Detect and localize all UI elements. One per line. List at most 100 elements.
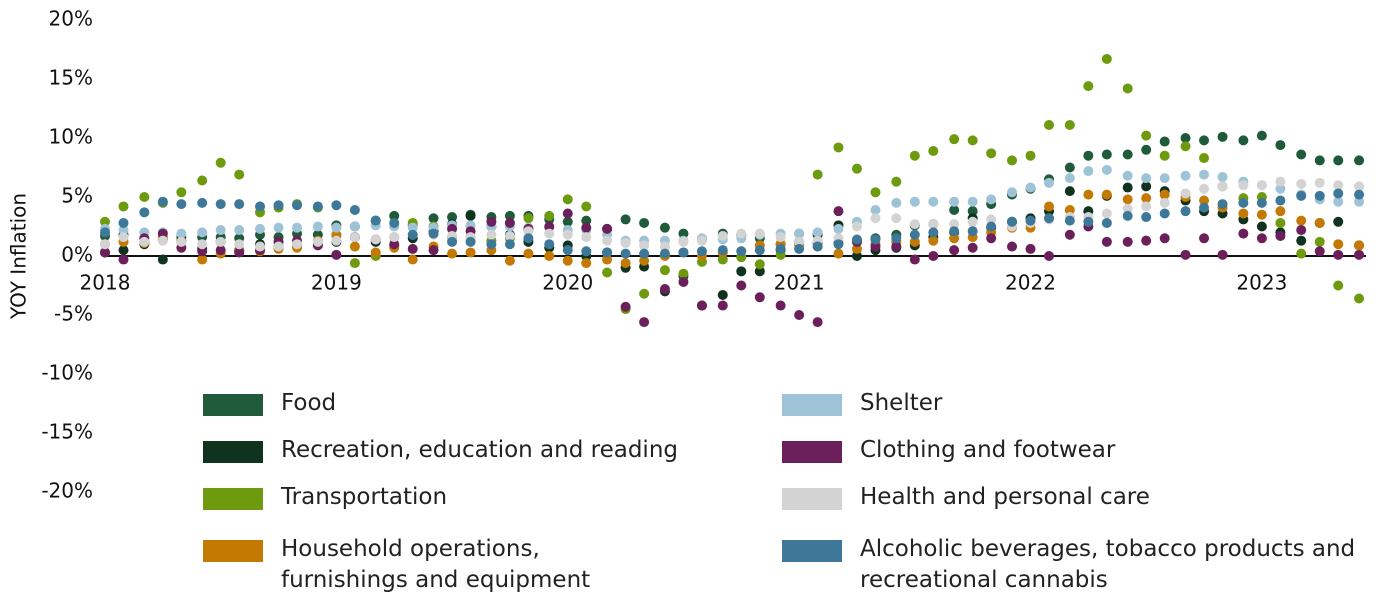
point xyxy=(949,245,960,256)
point xyxy=(602,247,613,258)
point xyxy=(967,135,978,146)
point xyxy=(851,234,862,245)
point xyxy=(1180,170,1191,181)
point xyxy=(428,213,439,224)
point xyxy=(1275,217,1286,228)
point xyxy=(447,236,458,247)
legend-swatch xyxy=(782,394,842,416)
point xyxy=(523,248,534,259)
y-tick-label: 5% xyxy=(61,184,93,208)
point xyxy=(562,216,573,227)
point xyxy=(659,265,670,276)
point xyxy=(407,229,418,240)
point xyxy=(1064,173,1075,184)
point xyxy=(1141,181,1152,192)
point xyxy=(312,201,323,212)
point xyxy=(118,217,129,228)
point xyxy=(486,229,497,240)
point xyxy=(1199,233,1210,244)
point xyxy=(851,163,862,174)
point xyxy=(870,204,881,215)
point xyxy=(428,245,439,256)
point xyxy=(1199,202,1210,213)
point xyxy=(949,134,960,145)
point xyxy=(1064,229,1075,240)
point xyxy=(1238,208,1249,219)
point xyxy=(1180,141,1191,152)
point xyxy=(1101,189,1112,200)
point xyxy=(1217,181,1228,192)
point xyxy=(1083,81,1094,92)
point xyxy=(562,194,573,205)
point xyxy=(370,247,381,258)
legend-label: Recreation, education and reading xyxy=(281,437,678,463)
point xyxy=(775,300,786,311)
legend-item: Recreation, education and reading xyxy=(203,435,761,466)
point xyxy=(312,221,323,232)
point xyxy=(1217,131,1228,142)
point xyxy=(891,241,902,252)
point xyxy=(986,221,997,232)
point xyxy=(1314,190,1325,201)
point xyxy=(331,200,342,211)
point xyxy=(1333,239,1344,250)
point xyxy=(1333,196,1344,207)
point xyxy=(157,254,168,265)
point xyxy=(544,251,555,261)
point xyxy=(602,235,613,246)
point xyxy=(349,221,360,232)
point xyxy=(1083,189,1094,200)
point xyxy=(949,233,960,244)
point xyxy=(1275,140,1286,151)
point xyxy=(1064,204,1075,215)
x-tick-label: 2019 xyxy=(311,271,362,295)
point xyxy=(812,227,823,238)
point xyxy=(736,228,747,239)
point xyxy=(504,210,515,221)
point xyxy=(1006,187,1017,198)
point xyxy=(100,239,110,250)
point xyxy=(1314,236,1325,247)
point xyxy=(1122,83,1133,94)
point xyxy=(1256,233,1267,244)
legend-item: Clothing and footwear xyxy=(782,435,1340,466)
point xyxy=(273,241,284,252)
point xyxy=(139,207,150,218)
y-tick-label: -10% xyxy=(41,361,93,385)
legend-swatch xyxy=(782,488,842,510)
point xyxy=(812,241,823,252)
point xyxy=(659,248,670,259)
point xyxy=(1122,170,1133,181)
x-tick-label: 2022 xyxy=(1005,271,1056,295)
point xyxy=(157,196,168,207)
point xyxy=(909,229,920,240)
point xyxy=(620,258,631,269)
point xyxy=(486,239,497,250)
point xyxy=(1199,169,1210,180)
point xyxy=(1199,135,1210,146)
point xyxy=(331,222,342,233)
point xyxy=(544,221,555,232)
point xyxy=(370,234,381,245)
point xyxy=(1044,251,1055,261)
point xyxy=(602,267,613,278)
point xyxy=(197,175,208,186)
point xyxy=(891,213,902,224)
point xyxy=(1256,180,1267,191)
point xyxy=(255,223,266,234)
point xyxy=(1296,190,1307,201)
point xyxy=(949,196,960,207)
point xyxy=(562,255,573,266)
y-axis-label: YOY Inflation xyxy=(7,193,31,320)
point xyxy=(620,301,631,312)
point xyxy=(1256,130,1267,141)
point xyxy=(255,241,266,252)
point xyxy=(620,214,631,225)
point xyxy=(986,214,997,225)
point xyxy=(1101,236,1112,247)
point xyxy=(870,213,881,224)
point xyxy=(465,210,476,221)
y-tick-label: -20% xyxy=(41,479,93,503)
point xyxy=(1354,249,1365,260)
point xyxy=(986,233,997,244)
